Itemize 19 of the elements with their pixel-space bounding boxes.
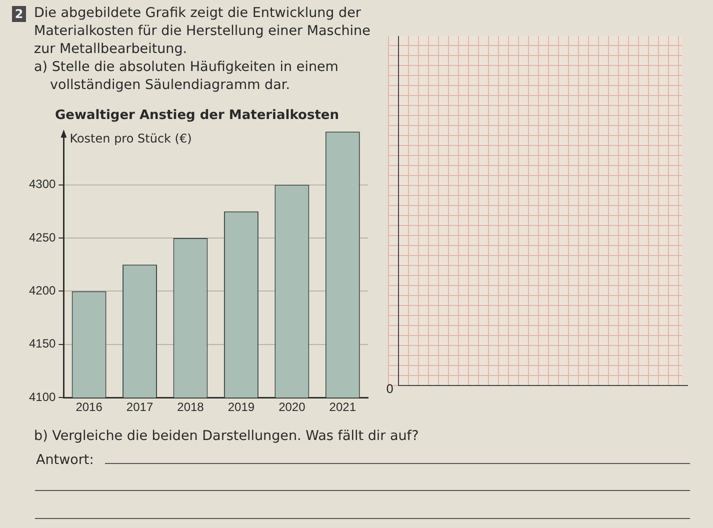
- y-tick-label: 4250: [28, 230, 56, 244]
- y-axis-title: Kosten pro Stück (€): [70, 132, 192, 146]
- x-tick-label: 2019: [228, 400, 255, 414]
- y-tick-label: 4300: [28, 177, 56, 192]
- y-tick-label: 4150: [28, 336, 56, 351]
- chart-title: Gewaltiger Anstieg der Materialkosten: [55, 108, 339, 124]
- x-tick-label: 2016: [76, 400, 103, 414]
- text: 2: [12, 6, 26, 22]
- x-tick-label: 2020: [278, 400, 306, 414]
- text: b) Vergleiche die beiden Darstellungen. Was fällt dir auf?: [34, 428, 420, 444]
- x-tick-label: 2021: [329, 400, 356, 414]
- y-tick-label: 4200: [28, 284, 56, 298]
- x-tick-label: 2017: [126, 400, 154, 414]
- text: 0: [386, 382, 394, 396]
- x-tick-label: 2018: [177, 400, 204, 414]
- text: Die abgebildete Grafik zeigt die Entwicklung der Materialkosten für die Herstellung einer Maschine zur Metallbearbeitung.: [34, 4, 372, 58]
- y-tick-label: 4100: [28, 390, 56, 404]
- text: Antwort:: [36, 452, 94, 468]
- text: a) Stelle die absoluten Häufigkeiten in einem vollständigen Säulendiagramm dar.: [34, 58, 340, 94]
